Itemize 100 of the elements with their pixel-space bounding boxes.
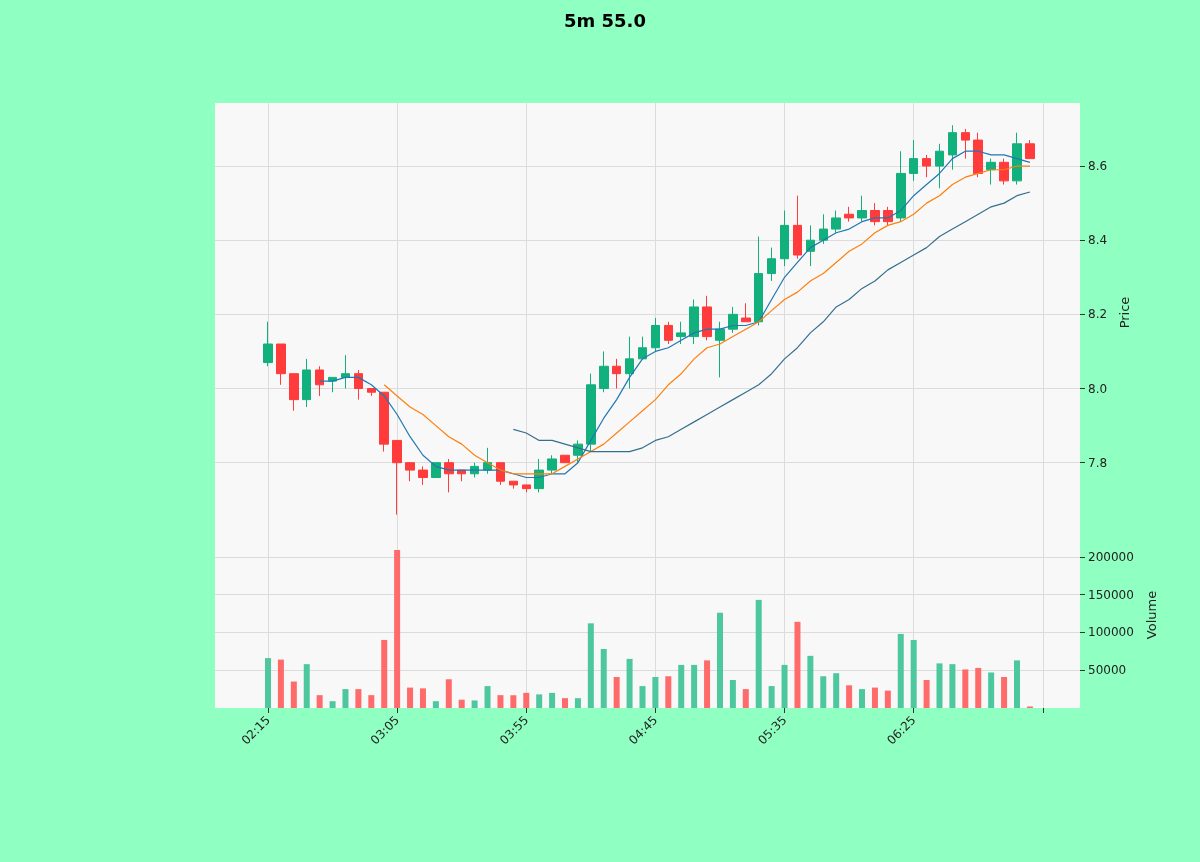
bar bbox=[871, 687, 878, 708]
bar bbox=[355, 689, 362, 708]
bar bbox=[587, 623, 594, 708]
candlestick bbox=[1025, 139, 1035, 160]
bar bbox=[1013, 660, 1020, 708]
bar bbox=[549, 692, 556, 708]
candlestick bbox=[392, 439, 402, 516]
candlestick bbox=[405, 462, 415, 482]
candlestick bbox=[612, 358, 621, 390]
bar bbox=[975, 667, 982, 708]
bar bbox=[432, 701, 439, 708]
bar bbox=[484, 686, 491, 708]
candlestick bbox=[922, 154, 931, 178]
bar bbox=[368, 695, 375, 708]
bar bbox=[523, 692, 530, 708]
bar bbox=[471, 700, 478, 708]
y-tick-label: 8.2 bbox=[1088, 307, 1108, 322]
bar bbox=[923, 680, 930, 708]
candlestick bbox=[379, 391, 389, 453]
bar bbox=[910, 639, 917, 708]
bar bbox=[936, 663, 943, 708]
candlestick bbox=[909, 139, 918, 182]
candlestick bbox=[793, 195, 802, 260]
chart-title: 5m 55.0 bbox=[564, 9, 646, 31]
bar bbox=[497, 695, 504, 708]
candlestick bbox=[986, 158, 996, 186]
candlestick bbox=[819, 213, 828, 245]
bar bbox=[277, 659, 284, 708]
candlestick bbox=[625, 336, 634, 390]
y-tick-label: 7.8 bbox=[1088, 455, 1108, 470]
y-axis-title: Price bbox=[1116, 296, 1132, 329]
candlestick bbox=[263, 321, 273, 367]
candlestick bbox=[1012, 132, 1022, 186]
bar bbox=[807, 655, 814, 708]
bar bbox=[846, 685, 853, 708]
candlestick bbox=[741, 302, 751, 323]
bar bbox=[962, 669, 969, 708]
y-tick-label: 8.4 bbox=[1088, 233, 1108, 248]
bar bbox=[794, 621, 801, 708]
bar bbox=[458, 699, 465, 708]
candlestick bbox=[728, 306, 738, 334]
bar bbox=[600, 649, 607, 708]
candlestick bbox=[367, 388, 376, 397]
bar bbox=[691, 664, 698, 708]
bar bbox=[704, 660, 711, 708]
candlestick bbox=[948, 124, 957, 171]
y-tick-label: 150000 bbox=[1088, 587, 1134, 602]
candlestick bbox=[961, 128, 970, 160]
bar bbox=[536, 694, 543, 708]
candlestick bbox=[599, 350, 609, 393]
candlestick bbox=[857, 195, 867, 223]
bar bbox=[652, 677, 659, 708]
bar bbox=[381, 639, 388, 708]
bar bbox=[768, 686, 775, 708]
candlestick bbox=[767, 247, 776, 282]
bar bbox=[626, 658, 633, 708]
candlestick bbox=[935, 143, 944, 189]
candlestick bbox=[676, 321, 686, 345]
bar bbox=[329, 701, 336, 708]
bar bbox=[265, 658, 271, 708]
y-axis-title: Volume bbox=[1143, 590, 1159, 640]
bar bbox=[1001, 677, 1008, 708]
candlestick bbox=[522, 484, 531, 493]
bar bbox=[897, 633, 904, 708]
candlestick bbox=[689, 299, 699, 345]
y-tick-label: 50000 bbox=[1088, 663, 1127, 678]
candlestick bbox=[289, 373, 299, 412]
bar bbox=[988, 672, 995, 708]
candlestick bbox=[896, 150, 906, 223]
bar bbox=[678, 664, 685, 708]
line-series bbox=[512, 191, 1031, 453]
candlestick bbox=[973, 132, 983, 178]
candlestick bbox=[509, 480, 518, 490]
bar bbox=[407, 687, 414, 708]
candlestick bbox=[715, 321, 725, 378]
bar bbox=[781, 664, 788, 708]
candlestick bbox=[276, 343, 286, 386]
bar bbox=[833, 673, 840, 708]
bar bbox=[755, 599, 762, 708]
candlestick bbox=[664, 321, 673, 345]
bar bbox=[729, 680, 736, 708]
candlestick bbox=[586, 373, 596, 453]
bar bbox=[716, 612, 723, 708]
candlestick bbox=[844, 206, 854, 223]
candlestick bbox=[354, 369, 363, 401]
bar bbox=[445, 679, 452, 708]
candlestick bbox=[302, 358, 311, 408]
candlestick bbox=[754, 235, 763, 326]
candlestick bbox=[547, 454, 557, 475]
candlestick bbox=[560, 454, 570, 464]
bar bbox=[742, 689, 749, 708]
candlestick bbox=[831, 210, 841, 234]
bar bbox=[303, 664, 310, 708]
bar bbox=[316, 695, 323, 708]
candlestick bbox=[418, 465, 428, 486]
y-tick-label: 8.6 bbox=[1088, 159, 1108, 174]
bar bbox=[342, 689, 349, 708]
candlestick bbox=[780, 210, 789, 267]
candlestick bbox=[341, 354, 350, 390]
candlestick bbox=[999, 158, 1009, 186]
